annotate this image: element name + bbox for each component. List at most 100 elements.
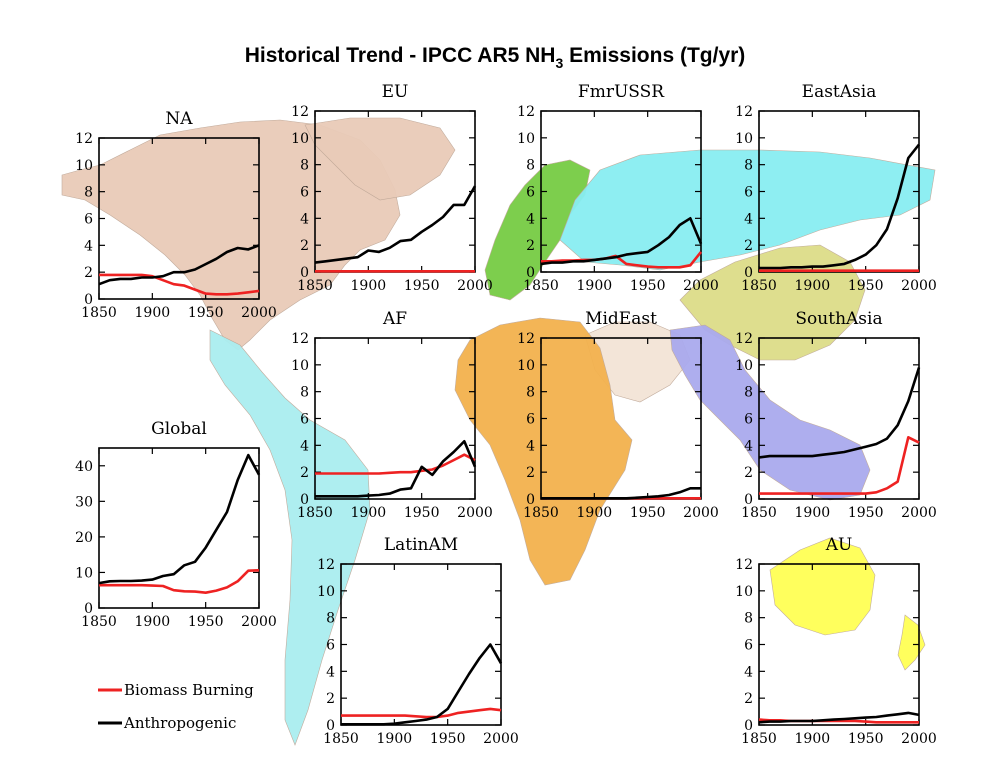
plot-frame-au [758,563,920,726]
y-tick-label: 2 [526,238,535,254]
y-tick-label: 12 [517,104,535,120]
y-tick-label: 4 [84,238,93,254]
y-tick-label: 12 [735,557,753,573]
x-tick-label: 1900 [577,505,613,521]
y-tick-label: 12 [735,331,753,347]
x-tick-label: 1850 [297,278,333,294]
series-line-anthropogenic-fmrussr [540,217,703,266]
x-tick-label: 1850 [297,505,333,521]
y-tick-label: 4 [326,664,335,680]
x-tick-label: 1850 [523,278,559,294]
series-line-biomass-burning-fmrussr [541,251,703,269]
y-tick-label: 8 [744,385,753,401]
x-tick-label: 1950 [630,278,666,294]
y-tick-label: 0 [744,492,753,508]
series-line-anthropogenic-na [98,244,260,286]
y-tick-label: 8 [84,185,93,201]
x-tick-label: 1850 [81,305,117,321]
figure-title-subscript: 3 [555,55,563,71]
legend-label-anthropogenic: Anthropogenic [123,714,236,732]
latin-america-region [209,329,371,746]
plot-frame-af [314,337,476,500]
y-tick-label: 4 [744,211,753,227]
y-tick-label: 6 [300,412,309,428]
greenland-region [304,117,456,201]
y-tick-label: 8 [326,611,335,627]
y-tick-label: 4 [526,438,535,454]
panel-title-na: NA [165,109,193,129]
y-tick-label: 12 [291,104,309,120]
former-ussr-region [559,149,936,271]
y-tick-label: 6 [84,212,93,228]
y-tick-label: 0 [744,265,753,281]
panel-au: AU 0 2 4 6 8 10 12 1850 1900 1950 2000 [735,535,937,747]
panel-title-global: Global [151,419,207,439]
y-tick-label: 4 [744,664,753,680]
y-tick-label: 10 [291,131,309,147]
series-line-biomass-burning-af [315,453,476,475]
x-tick-label: 1850 [741,505,777,521]
x-tick-label: 1850 [741,731,777,747]
y-tick-label: 10 [517,358,535,374]
y-tick-label: 12 [517,331,535,347]
x-tick-label: 2000 [457,505,493,521]
series-line-anthropogenic-global [98,453,261,585]
x-tick-label: 1900 [351,505,387,521]
east-asia-region [679,244,866,361]
plot-frame-eastasia [758,110,920,273]
x-tick-label: 1900 [795,505,831,521]
y-tick-label: 8 [300,385,309,401]
plot-frame-global [98,447,260,609]
x-tick-label: 1900 [135,614,171,630]
x-tick-label: 1900 [135,305,171,321]
x-tick-label: 1950 [848,505,884,521]
y-tick-label: 4 [744,438,753,454]
plot-frame-latinam [340,563,502,726]
x-tick-label: 1950 [188,614,224,630]
y-tick-label: 20 [75,530,93,546]
x-tick-label: 1850 [323,731,359,747]
series-line-anthropogenic-af [315,439,477,498]
y-tick-label: 2 [300,238,309,254]
y-tick-label: 0 [526,265,535,281]
y-tick-label: 2 [744,238,753,254]
x-tick-label: 2000 [457,278,493,294]
y-tick-label: 0 [744,718,753,734]
x-tick-label: 2000 [241,614,277,630]
y-tick-label: 2 [300,465,309,481]
legend: Biomass Burning Anthropogenic [98,681,254,732]
y-tick-label: 0 [326,718,335,734]
x-tick-label: 1950 [188,305,224,321]
legend-label-biomass: Biomass Burning [124,681,254,699]
series-line-anthropogenic-eastasia [759,143,921,270]
y-tick-label: 12 [75,131,93,147]
x-tick-label: 2000 [483,731,519,747]
plot-frame-fmrussr [540,110,702,273]
y-tick-label: 10 [735,358,753,374]
y-tick-label: 8 [744,158,753,174]
series-line-anthropogenic-au [758,711,920,724]
y-tick-label: 0 [84,292,93,308]
y-tick-label: 10 [735,584,753,600]
panel-title-af: AF [382,309,407,329]
panel-title-eastasia: EastAsia [802,82,877,102]
panel-title-eu: EU [382,82,409,102]
y-tick-label: 8 [526,158,535,174]
y-tick-label: 10 [317,584,335,600]
figure-title-suffix: Emissions (Tg/yr) [563,44,745,67]
y-tick-label: 6 [744,412,753,428]
x-tick-label: 1950 [430,731,466,747]
y-tick-label: 10 [75,565,93,581]
series-line-anthropogenic-southasia [758,367,921,459]
australia-region [769,537,876,636]
y-tick-label: 0 [84,601,93,617]
x-tick-label: 1850 [81,614,117,630]
y-tick-label: 8 [526,385,535,401]
panel-title-mideast: MidEast [585,309,657,329]
panel-title-au: AU [825,535,853,555]
y-tick-label: 10 [735,131,753,147]
series-line-biomass-burning-southasia [759,435,920,495]
panel-mideast: MidEast 0 2 4 6 8 10 12 1850 1900 1950 2000 [517,309,719,521]
x-tick-label: 1950 [848,731,884,747]
y-tick-label: 12 [291,331,309,347]
